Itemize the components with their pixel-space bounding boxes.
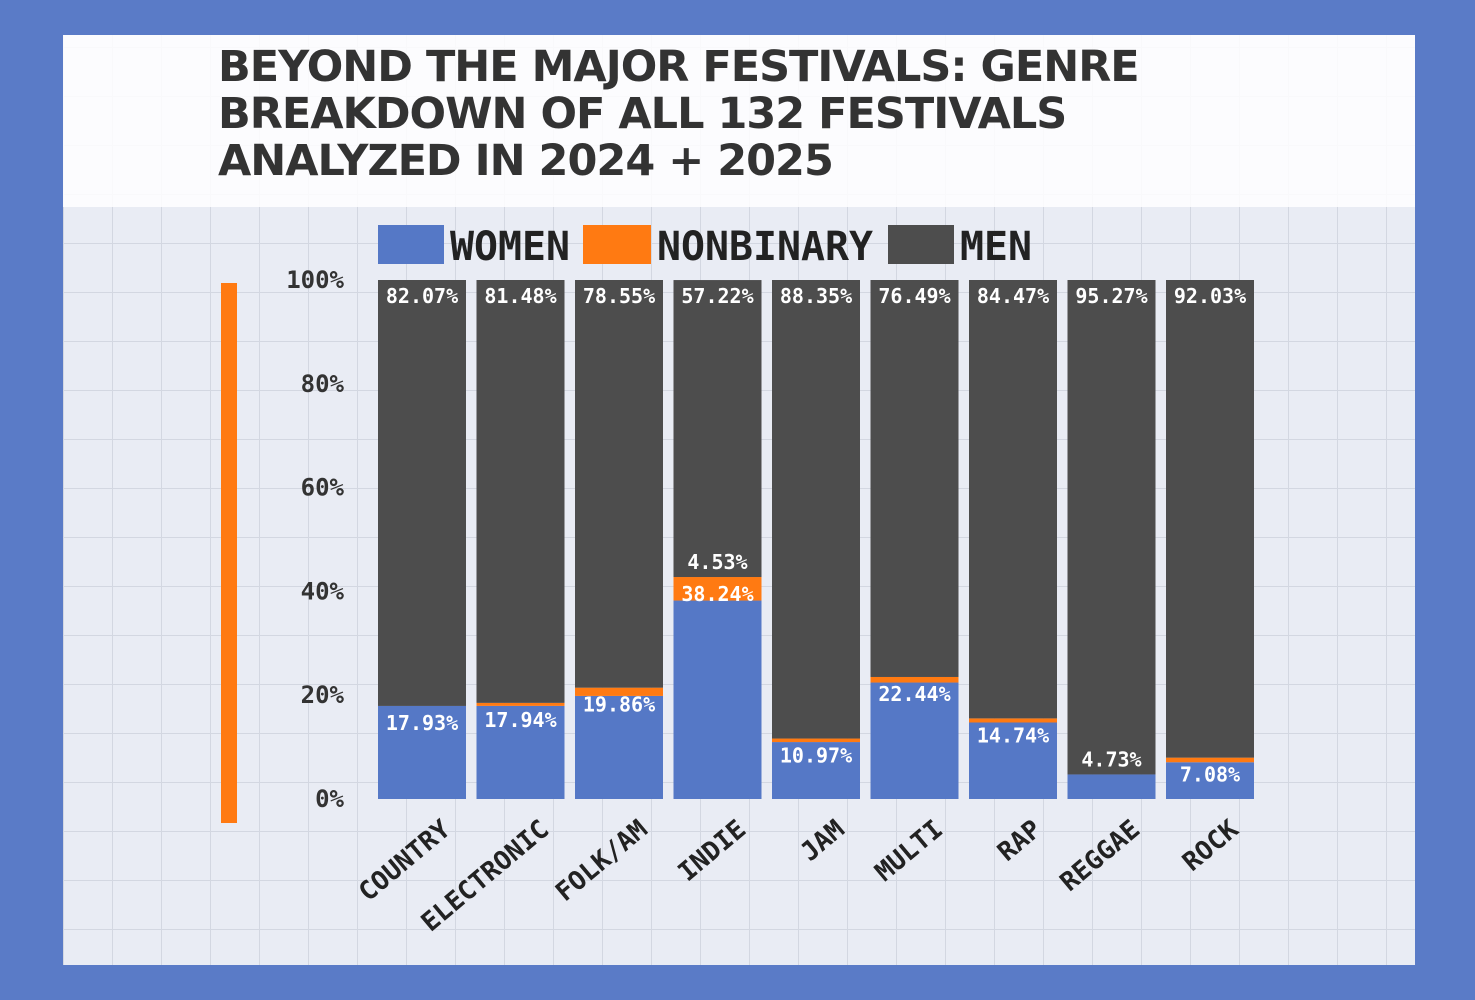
bar-segment-women [378,705,466,799]
bar-segment-men [772,280,860,739]
bar-segment-men [476,280,565,703]
data-label-women: 7.08% [1180,763,1240,787]
data-label-women: 17.93% [386,711,458,735]
title-background [63,35,1415,207]
data-label-men: 81.48% [484,284,556,308]
bar-segment-nonbinary [476,702,565,706]
y-tick-label: 20% [301,681,345,709]
data-label-women: 22.44% [878,682,950,706]
legend-label-nonbinary: NONBINARY [657,224,873,270]
data-label-women: 10.97% [780,744,852,768]
bar-segment-women [870,682,959,799]
bar-segment-women [1166,762,1254,799]
data-label-women: 19.86% [583,693,655,717]
bar-segment-men [1166,280,1254,758]
y-tick-label: 60% [301,474,345,502]
data-label-men: 95.27% [1075,284,1147,308]
data-label-men: 88.35% [780,284,852,308]
legend-swatch-men [888,225,954,264]
y-tick-label: 80% [301,370,345,398]
y-tick-label: 40% [301,577,345,605]
data-label-men: 76.49% [878,284,950,308]
bar-segment-nonbinary [575,687,663,696]
bar-segment-nonbinary [1166,757,1254,763]
legend-swatch-women [378,225,444,264]
bar-segment-men [378,280,466,706]
data-label-women: 17.94% [484,708,556,732]
y-tick-label: 100% [286,266,344,294]
data-label-women: 38.24% [681,582,753,606]
data-label-men: 84.47% [977,284,1049,308]
data-label-men: 78.55% [583,284,655,308]
x-tick-label: INDIE [673,814,752,887]
bar-segment-men [1067,280,1156,775]
legend-swatch-nonbinary [583,225,651,264]
x-tick-label: MULTI [870,814,949,887]
data-label-women: 14.74% [977,723,1049,747]
legend-label-women: WOMEN [450,224,570,270]
x-tick-label: ROCK [1177,814,1245,877]
bar-segment-women [476,705,565,799]
legend-label-men: MEN [960,224,1032,270]
bar-segment-women [673,600,762,799]
bar-segment-men [673,280,762,578]
bar-segment-nonbinary [772,738,860,743]
data-label-men: 82.07% [386,284,458,308]
y-tick-label: 0% [315,785,344,813]
bar-segment-men [870,280,959,677]
bar-segment-women [772,742,860,799]
x-tick-label: FOLK/AM [550,814,653,907]
bar-segment-women [969,722,1057,799]
data-label-men: 57.22% [681,284,753,308]
bar-segment-nonbinary [969,718,1057,723]
bar-segment-nonbinary [673,577,762,601]
x-tick-label: RAP [992,814,1047,867]
data-label-nonbinary: 4.53% [687,550,747,574]
data-label-men: 92.03% [1174,284,1246,308]
x-tick-label: JAM [795,814,850,867]
bar-segment-nonbinary [870,676,959,683]
chart-title: BEYOND THE MAJOR FESTIVALS: GENRE BREAKD… [218,42,1140,186]
bar-segment-men [969,280,1057,719]
orange-accent-bar [221,283,237,823]
bar-segment-men [575,280,663,688]
bar-segment-women [575,695,663,799]
x-tick-label: REGGAE [1055,814,1146,897]
bar-segment-women [1067,774,1156,799]
data-label-women: 4.73% [1081,747,1141,771]
